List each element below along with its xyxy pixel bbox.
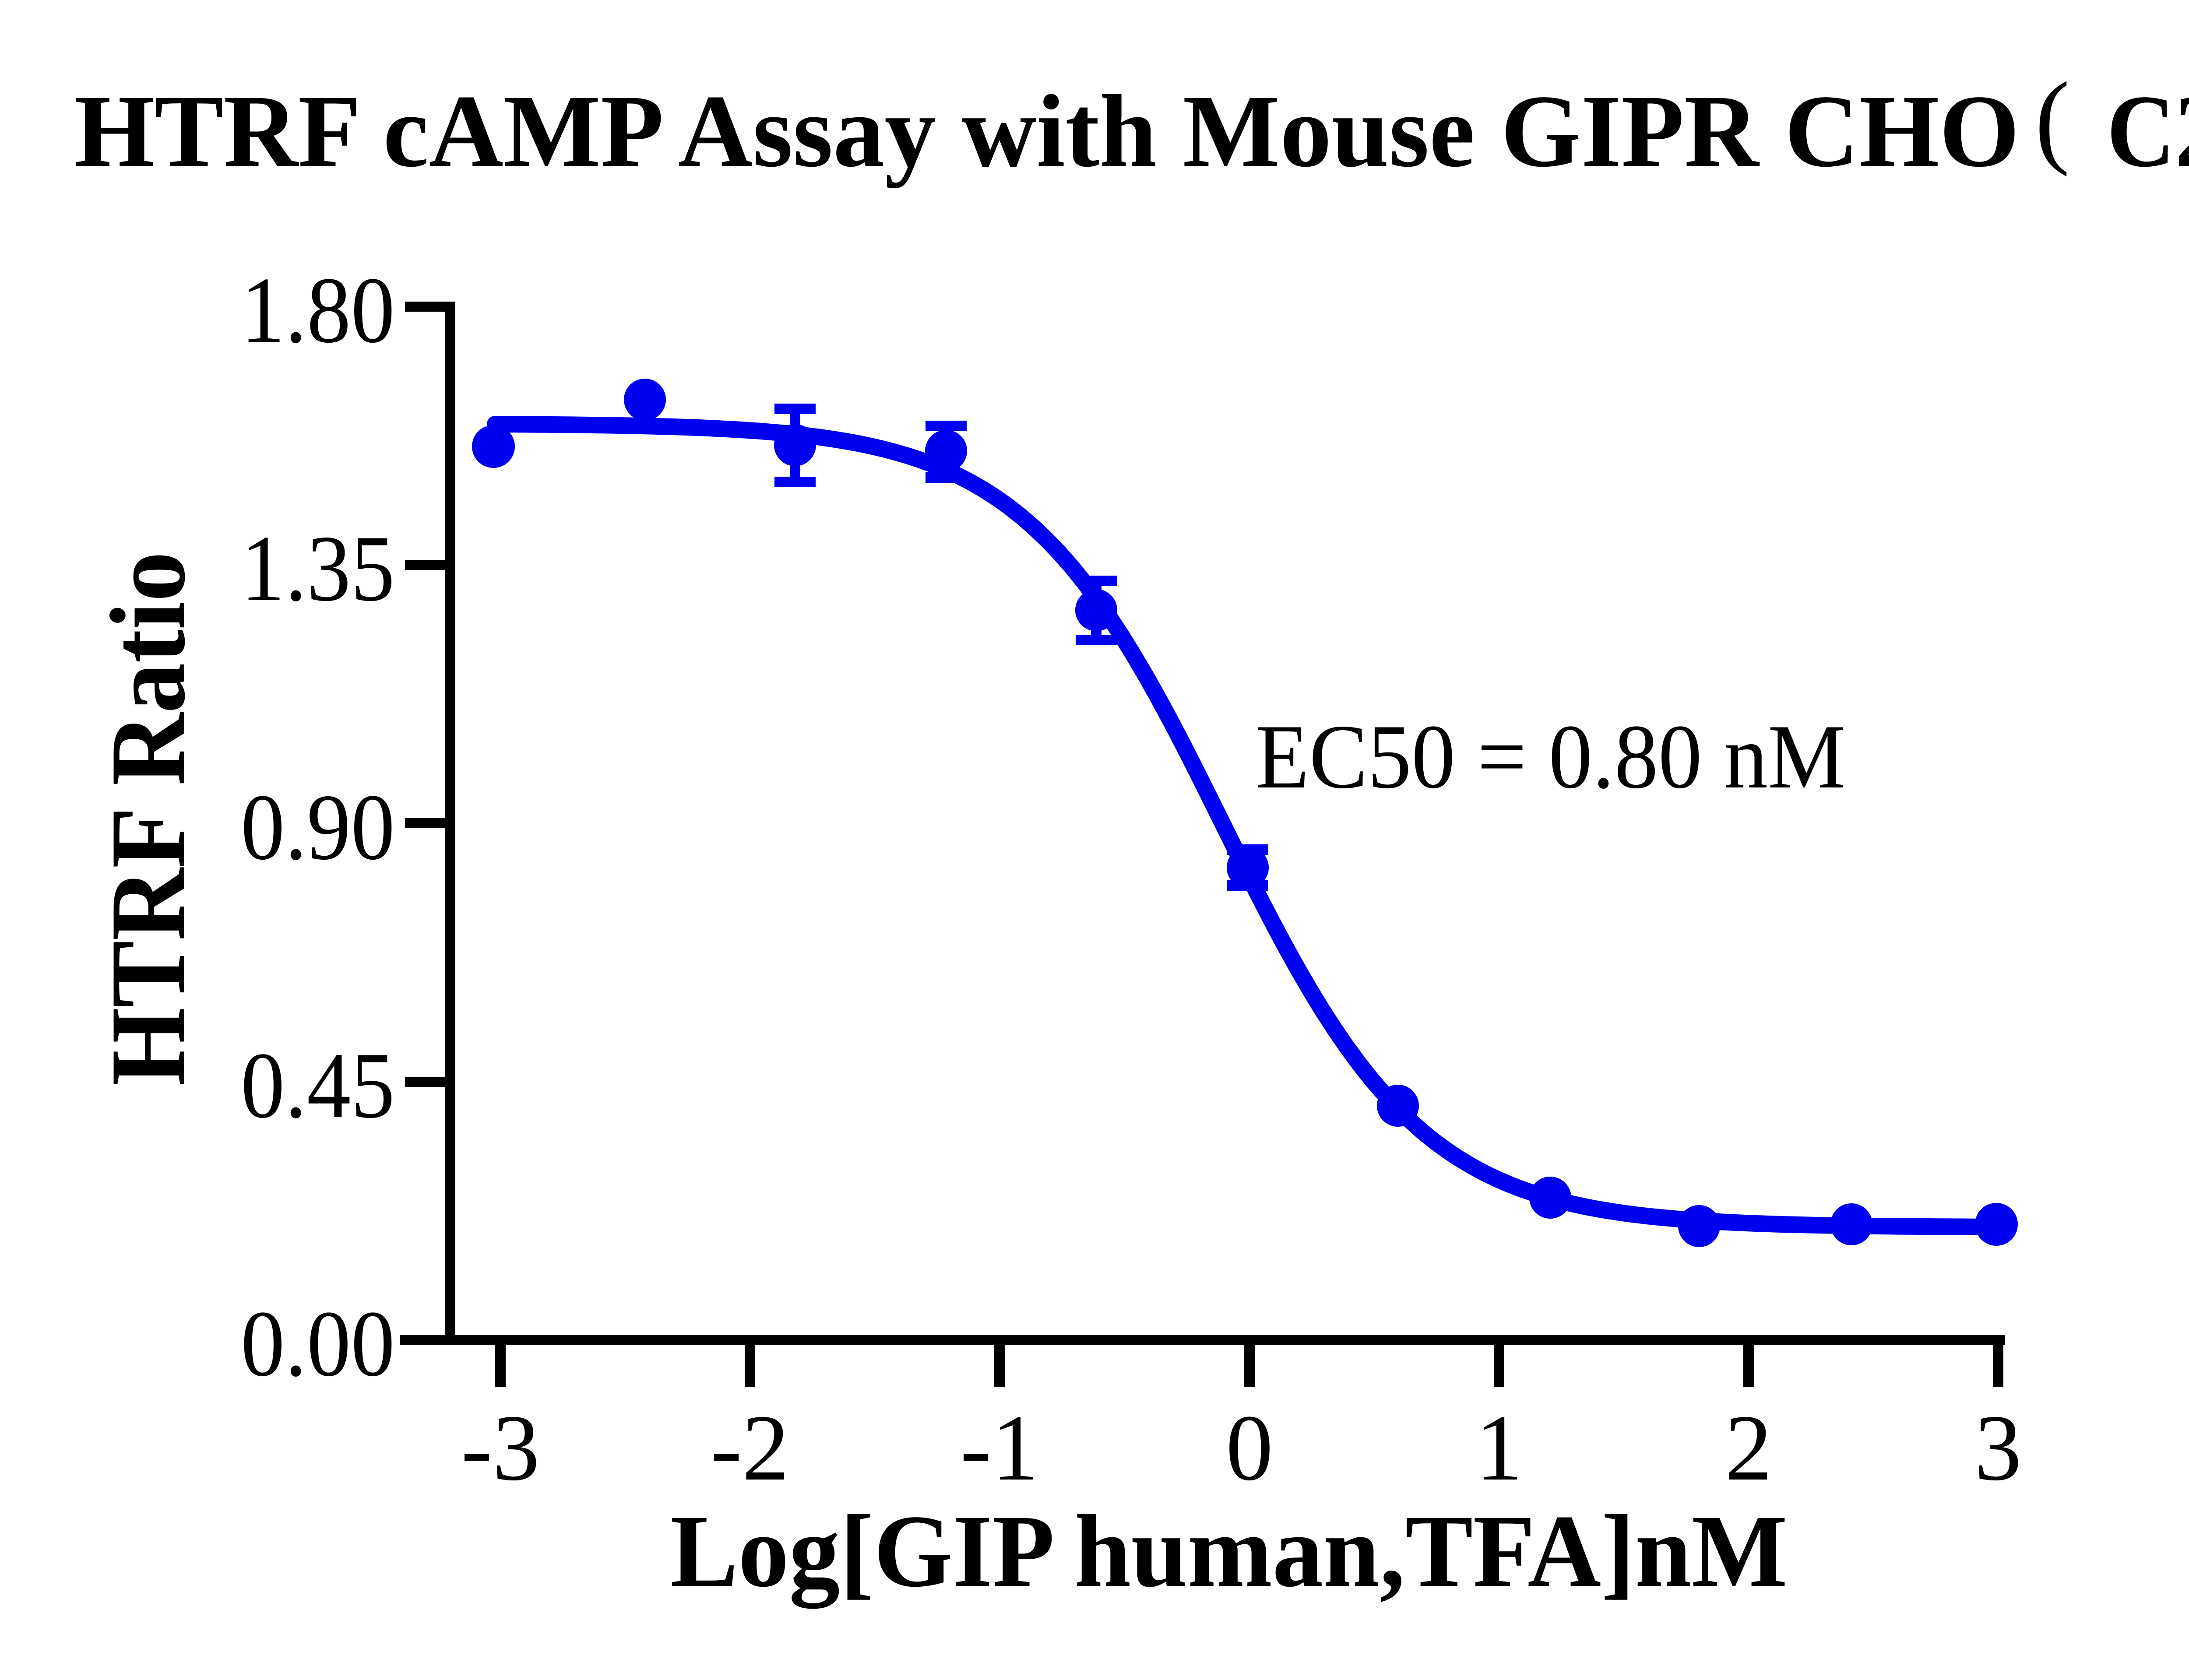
svg-text:0.00: 0.00 xyxy=(241,1291,395,1396)
svg-text:C22: C22 xyxy=(2107,74,2189,189)
svg-text:EC50 = 0.80 nM: EC50 = 0.80 nM xyxy=(1256,706,1846,808)
svg-text:Log[GIP human,TFA]nM: Log[GIP human,TFA]nM xyxy=(670,1494,1788,1609)
svg-text:-3: -3 xyxy=(461,1395,540,1500)
svg-text:0.90: 0.90 xyxy=(241,775,395,879)
svg-text:1.35: 1.35 xyxy=(241,516,395,621)
svg-text:1: 1 xyxy=(1475,1395,1523,1500)
svg-text:0.45: 0.45 xyxy=(241,1033,395,1138)
svg-text:(: ( xyxy=(2035,60,2070,177)
svg-text:-2: -2 xyxy=(711,1395,789,1500)
svg-text:HTRF cAMP Assay with Mouse GIP: HTRF cAMP Assay with Mouse GIPR CHO xyxy=(74,74,2020,189)
svg-text:0: 0 xyxy=(1226,1395,1273,1500)
svg-text:3: 3 xyxy=(1974,1395,2022,1500)
svg-text:-1: -1 xyxy=(960,1395,1039,1500)
svg-text:2: 2 xyxy=(1725,1395,1772,1500)
svg-text:1.80: 1.80 xyxy=(241,258,395,362)
svg-text:HTRF Ratio: HTRF Ratio xyxy=(88,552,207,1086)
